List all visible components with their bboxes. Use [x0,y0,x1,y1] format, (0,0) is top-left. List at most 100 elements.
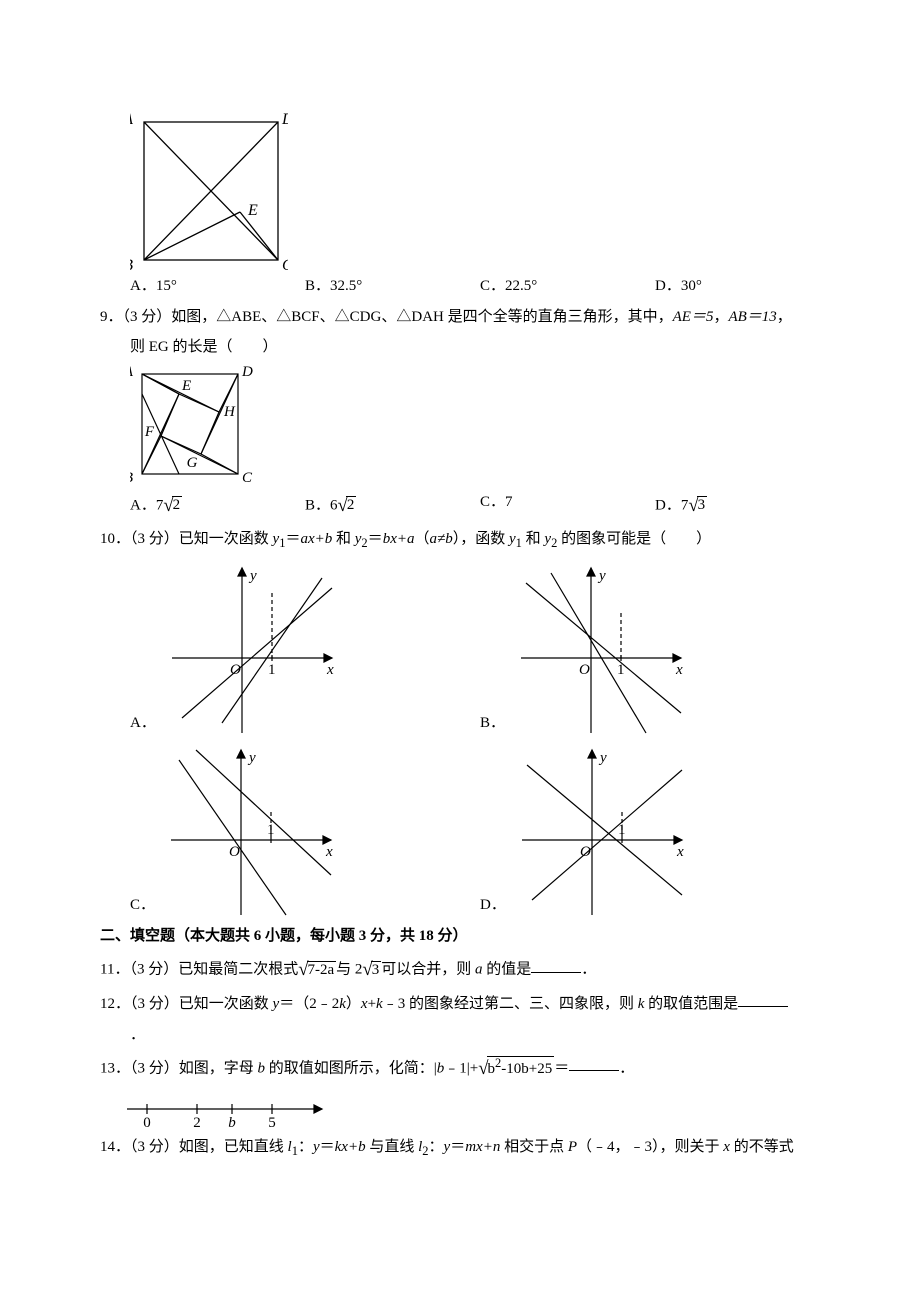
q10-stem: 10．（3 分）已知一次函数 y1＝ax+b 和 y2＝bx+a（a≠b），函数… [100,525,830,556]
q12-blank[interactable] [738,990,788,1008]
q8-label-A: A [130,112,133,128]
q10-and2: 和 [522,531,545,547]
q13-t2: 2 [193,1115,201,1131]
q11-blank[interactable] [531,955,581,973]
q10A-yl: y [248,568,257,584]
q11-post: 可以合并，则 [381,962,475,978]
q9-lH: H [223,404,236,420]
q10B-tick: 1 [617,662,625,678]
q9-lG: G [187,455,198,471]
q10A-xl: x [326,662,334,678]
q10B-xl: x [675,662,683,678]
q14-P: P [568,1139,577,1155]
q14-x: x [723,1139,730,1155]
q9B-pre: 6 [330,497,338,513]
q8-label-D: D [281,112,288,128]
q13-t0: 0 [143,1115,151,1131]
q10-pc: ），函数 [453,531,509,547]
q11-r2: 3 [371,961,382,979]
q9-t4: △DAH [396,309,444,325]
q8-svg: A B C D E [130,112,288,270]
q9-lA: A [130,364,134,380]
q9A-rad: 2 [172,496,183,514]
q10D-yl: y [598,750,607,766]
q9-ae: AE＝5 [673,309,714,325]
q10-axb: ax+b [300,531,332,547]
q10C-ol: O [229,844,240,860]
q10-eq1: ＝ [285,531,300,547]
q10-graph-C: y x O 1 [161,740,341,920]
q12-pre: 12．（3 分）已知一次函数 [100,996,273,1012]
q8-opt-C-val: 22.5° [505,278,537,294]
q13-blank[interactable] [569,1054,619,1072]
q11-mid: 与 2 [336,962,362,978]
q9D-rad: 3 [697,496,708,514]
q12-eq: ＝（2﹣2 [279,996,339,1012]
q8-opt-B: B．32.5° [305,272,480,301]
q11: 11．（3 分）已知最简二次根式√7-2a与 2√3可以合并，则 a 的值是． [100,952,830,988]
q8-options: A．15° B．32.5° C．22.5° D．30° [100,272,830,301]
q10-pre: 10．（3 分）已知一次函数 [100,531,273,547]
q13-mid: 的取值如图所示，化简：| [265,1060,437,1076]
q10-opt-C: C． y x O 1 [130,740,480,920]
q13: 13．（3 分）如图，字母 b 的取值如图所示，化简：|b﹣1|+√b2-10b… [100,1051,830,1087]
q12-k2: k [376,996,383,1012]
q9-lF: F [144,424,155,440]
q13-b: b [258,1060,266,1076]
q10-graph-B: y x O 1 [511,558,691,738]
q9-opt-D: D．7√3 [655,488,830,524]
q10-and: 和 [332,531,355,547]
q9-opt-C: C．7 [480,488,655,524]
q14-c2: ： [429,1139,444,1155]
q8-opt-A: A．15° [130,272,305,301]
q13-mid2: ﹣1|+ [444,1060,478,1076]
q12-period: ． [100,1021,830,1050]
q10-graph-D: y x O 1 [512,740,692,920]
q12-k: k [339,996,346,1012]
q14-coord: （﹣4，﹣3），则关于 [577,1139,723,1155]
q10-opt-B: B． y x O 1 [480,558,830,738]
q10-tail: 的图象可能是（ ） [557,531,711,547]
q14-mid: 与直线 [366,1139,419,1155]
q8-figure: A B C D E [100,112,830,270]
q13-eq: ＝ [554,1060,569,1076]
q14-mxn: mx+n [465,1139,500,1155]
q13-numline: 0 2 b 5 [122,1097,830,1131]
q10C-yl: y [247,750,256,766]
q12-plus: + [368,996,376,1012]
q9-t3: △CDG [335,309,382,325]
q8-label-C: C [282,257,288,270]
q8-opt-D-val: 30° [681,278,702,294]
q9A-pre: 7 [156,497,164,513]
q9-svg: A B C D E F G H [130,364,256,486]
q12-x: x [361,996,368,1012]
q13-rest: -10b+25 [501,1061,552,1077]
q10D-tick: 1 [618,822,626,838]
q10D-xl: x [676,844,684,860]
q12-tail: 的取值范围是 [644,996,738,1012]
q9-lB: B [130,470,133,486]
q8-opt-A-val: 15° [156,278,177,294]
q11-r1: 7-2a [307,961,337,979]
q10A-ol: O [230,662,241,678]
q8-label-E: E [247,202,258,219]
q13-tb: b [228,1115,236,1131]
q14-y: y [313,1139,320,1155]
q10-y1b: y [509,531,516,547]
q9-lC: C [242,470,253,486]
q9-figure: A B C D E F G H [100,364,830,486]
q9-mid: 是四个全等的直角三角形，其中， [448,309,673,325]
q14-mid2: 相交于点 [500,1139,568,1155]
q9-lD: D [241,364,253,380]
q10B-ol: O [579,662,590,678]
q14-eq2: ＝ [450,1139,465,1155]
q14-eq: ＝ [320,1139,335,1155]
q9-lE: E [181,378,191,394]
q9B-rad: 2 [346,496,357,514]
q10C-tick: 1 [267,822,275,838]
q10-row-CD: C． y x O 1 D． [100,740,830,920]
q10-po: （ [414,531,429,547]
q10-opt-D: D． y x O 1 [480,740,830,920]
q9D-pre: 7 [681,497,689,513]
q13-pre: 13．（3 分）如图，字母 [100,1060,258,1076]
